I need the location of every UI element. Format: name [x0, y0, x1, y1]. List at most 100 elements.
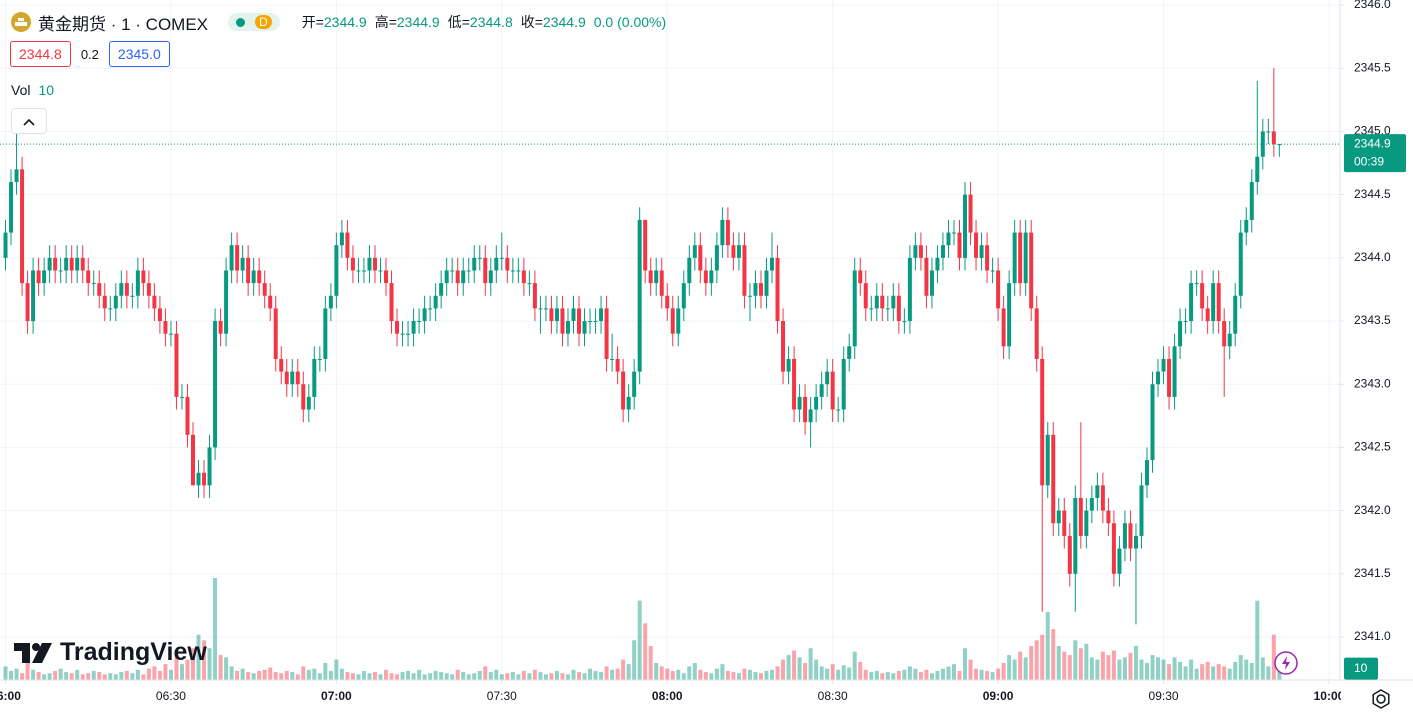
lightning-button[interactable]	[1274, 651, 1298, 675]
volume-bar	[179, 664, 184, 680]
candle-body	[1078, 497, 1083, 536]
status-badge[interactable]: D	[228, 13, 280, 31]
volume-bar	[1084, 643, 1089, 680]
candle-body	[880, 295, 885, 309]
candle-body	[141, 270, 146, 284]
candle-body	[1001, 308, 1006, 347]
candle-body	[168, 333, 173, 335]
volume-bar	[75, 669, 80, 680]
volume-bar	[1051, 629, 1056, 680]
candle-body	[852, 270, 857, 347]
volume-bar	[378, 674, 383, 680]
candle-body	[499, 257, 504, 259]
open-value: 2344.9	[323, 14, 367, 30]
volume-bar	[880, 673, 885, 680]
candle-body	[753, 283, 758, 296]
volume-bar	[1073, 640, 1078, 680]
candle-body	[979, 245, 984, 258]
settings-button[interactable]	[1370, 688, 1392, 710]
volume-bar	[582, 673, 587, 680]
volume-bar	[786, 655, 791, 680]
volume-bar	[924, 669, 929, 680]
price-tag-value: 2344.9	[1354, 136, 1391, 150]
candle-body	[301, 384, 306, 410]
candle-body	[1200, 283, 1205, 309]
volume-bar	[1156, 657, 1161, 680]
volume-bar	[610, 669, 615, 680]
candle-body	[532, 283, 537, 309]
candle-body	[604, 308, 609, 359]
candle-body	[102, 295, 107, 309]
volume-bar	[808, 648, 813, 680]
volume-bar	[433, 670, 438, 680]
volume-bar	[891, 673, 896, 680]
candle-body	[224, 270, 229, 334]
volume-bar	[1211, 666, 1216, 680]
candle-body	[488, 270, 493, 284]
candle-body	[792, 358, 797, 410]
candle-body	[615, 358, 620, 372]
candle-body	[510, 270, 515, 272]
candle-body	[494, 257, 499, 271]
symbol-row: 黄金期货 · 1 · COMEX D 开= 2344.9 高= 2344.9 低= 2…	[10, 10, 666, 34]
symbol-icon	[11, 12, 31, 32]
volume-bar	[670, 670, 675, 680]
candle-body	[246, 257, 251, 284]
volume-bar	[1200, 664, 1205, 680]
candle-body	[455, 270, 460, 284]
volume-bar	[1172, 657, 1177, 680]
candle-body	[836, 409, 841, 411]
candle-body	[990, 270, 995, 272]
candle-body	[3, 232, 8, 258]
volume-bar	[146, 668, 151, 680]
candle-body	[1271, 131, 1276, 145]
candle-body	[1167, 358, 1172, 397]
volume-bar	[565, 674, 570, 680]
candle-body	[108, 308, 113, 310]
candle-body	[1056, 510, 1061, 524]
volume-bar	[687, 666, 692, 680]
candle-body	[830, 371, 835, 410]
volume-bar	[648, 646, 653, 680]
volume-bar	[1194, 668, 1199, 680]
volume-bar	[654, 663, 659, 680]
candle-body	[1122, 523, 1127, 549]
candle-body	[681, 283, 686, 309]
candle-body	[946, 232, 951, 246]
volume-bar	[979, 669, 984, 680]
volume-bar	[411, 673, 416, 680]
volume-bar	[499, 674, 504, 680]
x-tick-label: 09:30	[1149, 689, 1179, 703]
volume-bar	[825, 668, 830, 680]
symbol-name[interactable]: 黄金期货 · 1 · COMEX	[38, 14, 209, 34]
candle-body	[185, 396, 190, 435]
price-tag-countdown: 00:39	[1354, 154, 1384, 168]
volume-bar	[25, 663, 30, 680]
candle-body	[323, 308, 328, 359]
volume-bar	[896, 670, 901, 680]
volume-bar	[119, 672, 124, 680]
logo-icon	[14, 642, 52, 663]
candle-body	[417, 321, 422, 323]
candle-body	[902, 321, 907, 323]
y-tick-label: 2345.5	[1354, 60, 1391, 74]
volume-bar	[339, 668, 344, 680]
volume-tag	[1344, 657, 1378, 680]
candle-body	[1128, 523, 1133, 549]
candle-body	[345, 232, 350, 258]
candle-body	[918, 245, 923, 258]
volume-bar	[874, 670, 879, 680]
volume-bar	[742, 668, 747, 680]
x-tick-label: 09:00	[983, 689, 1014, 703]
candle-body	[797, 396, 802, 410]
sell-button[interactable]: 2344.8	[10, 41, 71, 67]
candle-body	[9, 182, 14, 233]
volume-bar	[604, 666, 609, 680]
collapse-button[interactable]	[11, 108, 47, 134]
volume-bar	[80, 674, 85, 680]
buy-button[interactable]: 2345.0	[108, 41, 170, 67]
candle-body	[758, 283, 763, 296]
watermark: TradingView	[14, 638, 207, 667]
volume-bar	[731, 672, 736, 680]
